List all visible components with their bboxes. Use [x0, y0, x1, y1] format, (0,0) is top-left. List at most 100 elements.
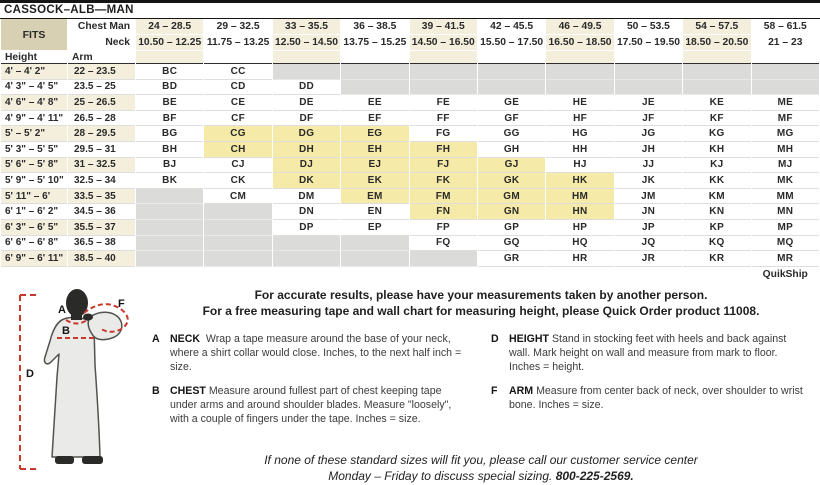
size-cell: MF: [751, 110, 819, 127]
arm-header: Arm: [68, 51, 135, 64]
size-cell: ME: [751, 95, 819, 111]
size-cell: CC: [204, 64, 272, 80]
arm-cell: 23.5 – 25: [68, 79, 135, 96]
instruction-text: HEIGHT Stand in stocking feet with heels…: [509, 333, 787, 374]
height-cell: 6' 9" – 6' 11": [1, 251, 67, 267]
size-cell-unavailable: [477, 64, 546, 80]
neck-header: Neck: [68, 35, 135, 51]
size-cell-unavailable: [614, 64, 683, 80]
size-cell: MR: [751, 251, 819, 267]
size-cell: EK: [341, 173, 409, 189]
size-cell: KJ: [683, 157, 751, 174]
table-row: 5' – 5' 2" 28 – 29.5 BG CG DG EG FG GG HG JG KG MG: [1, 126, 819, 142]
size-cell: GF: [477, 110, 546, 127]
instruction-key: A: [152, 333, 160, 346]
table-row: 4' 9" – 4' 11" 26.5 – 28 BF CF DF EF FF GF HF JF K…: [1, 110, 819, 127]
size-cell-unavailable: [546, 79, 614, 96]
neck-range-header: 10.50 – 12.25: [136, 35, 204, 51]
quikship-row-spacer: [1, 267, 751, 282]
page-title: CASSOCK–ALB—MAN: [0, 0, 820, 19]
column-stripe-cell: [683, 51, 751, 64]
size-cell: KE: [683, 95, 751, 111]
height-cell: 5' 3" – 5' 5": [1, 141, 67, 158]
arm-cell: 33.5 – 35: [68, 188, 135, 205]
size-cell: CK: [204, 173, 272, 189]
size-cell: CG: [204, 126, 272, 142]
size-cell-unavailable: [272, 64, 341, 80]
size-cell-unavailable: [341, 79, 409, 96]
arm-cell: 28 – 29.5: [68, 126, 135, 142]
size-cell: FM: [409, 188, 477, 205]
size-cell: FP: [409, 219, 477, 236]
size-cell: KM: [683, 188, 751, 205]
arm-measure-line: [83, 302, 129, 333]
neck-range-header: 18.50 – 20.50: [683, 35, 751, 51]
size-cell: HP: [546, 219, 614, 236]
size-cell: CH: [204, 141, 272, 158]
size-cell: DF: [272, 110, 341, 127]
accuracy-note-line-2: For a free measuring tape and wall chart…: [202, 303, 760, 318]
size-cell-unavailable: [341, 235, 409, 252]
height-cell: 6' 6" – 6' 8": [1, 235, 67, 252]
size-cell: CM: [204, 188, 272, 205]
size-cell: GR: [477, 251, 546, 267]
table-row: 6' 6" – 6' 8" 36.5 – 38 FQ GQ HQ JQ KQ MQ: [1, 235, 819, 252]
height-cell: 4' 6" – 4' 8": [1, 95, 67, 111]
size-cell: EH: [341, 141, 409, 158]
size-cell-unavailable: [204, 204, 272, 220]
size-cell: KF: [683, 110, 751, 127]
size-cell: GN: [477, 204, 546, 220]
size-cell-unavailable: [136, 188, 204, 205]
size-cell: MK: [751, 173, 819, 189]
cassock-figure-icon: A B D F: [19, 288, 129, 470]
size-cell: EJ: [341, 157, 409, 174]
arm-cell: 29.5 – 31: [68, 141, 135, 158]
size-cell: DH: [272, 141, 341, 158]
size-cell: JM: [614, 188, 683, 205]
size-cell: GK: [477, 173, 546, 189]
size-cell: DJ: [272, 157, 341, 174]
size-cell-unavailable: [272, 251, 341, 267]
size-cell-unavailable: [751, 64, 819, 80]
size-cell: EE: [341, 95, 409, 111]
neck-range-header: 16.50 – 18.50: [546, 35, 614, 51]
size-cell-unavailable: [683, 64, 751, 80]
size-chart-table: FITS Chest Man 24 – 28.5 29 – 32.5 33 – 35.5…: [0, 19, 820, 282]
chest-man-header: Chest Man: [68, 19, 135, 35]
size-cell: KQ: [683, 235, 751, 252]
size-cell: HE: [546, 95, 614, 111]
table-row: 6' 3" – 6' 5" 35.5 – 37 DP EP FP GP HP JP KP MP: [1, 219, 819, 236]
instruction-columns: A NECK Wrap a tape measure around the ba…: [152, 332, 810, 436]
size-cell: KP: [683, 219, 751, 236]
column-stripe-cell: [409, 51, 477, 64]
size-cell-unavailable: [683, 79, 751, 96]
size-cell: KK: [683, 173, 751, 189]
size-cell: CJ: [204, 157, 272, 174]
size-cell: JQ: [614, 235, 683, 252]
size-cell: EM: [341, 188, 409, 205]
chest-range-header: 46 – 49.5: [546, 19, 614, 35]
size-cell: HM: [546, 188, 614, 205]
size-cell: EN: [341, 204, 409, 220]
size-cell: DM: [272, 188, 341, 205]
figure-label-neck: A: [58, 304, 66, 316]
chest-range-header: 29 – 32.5: [204, 19, 272, 35]
size-cell: FN: [409, 204, 477, 220]
size-cell: FG: [409, 126, 477, 142]
size-cell: BG: [136, 126, 204, 142]
accuracy-note: For accurate results, please have your m…: [152, 287, 810, 319]
size-cell: JF: [614, 110, 683, 127]
person-figure: [43, 288, 123, 464]
table-row: 4' 6" – 4' 8" 25 – 26.5 BE CE DE EE FE GE HE JE KE…: [1, 95, 819, 111]
height-cell: 5' 11" – 6': [1, 188, 67, 205]
figure-label-chest: B: [62, 325, 70, 337]
size-cell: HF: [546, 110, 614, 127]
instruction-key: D: [491, 333, 499, 346]
size-cell: HJ: [546, 157, 614, 174]
height-measure-line: [19, 293, 40, 470]
arm-cell: 38.5 – 40: [68, 251, 135, 267]
quikship-badge: QuikShip: [762, 268, 808, 280]
size-cell: DN: [272, 204, 341, 220]
size-cell-unavailable: [136, 204, 204, 220]
phone-number: 800-225-2569.: [555, 469, 634, 484]
